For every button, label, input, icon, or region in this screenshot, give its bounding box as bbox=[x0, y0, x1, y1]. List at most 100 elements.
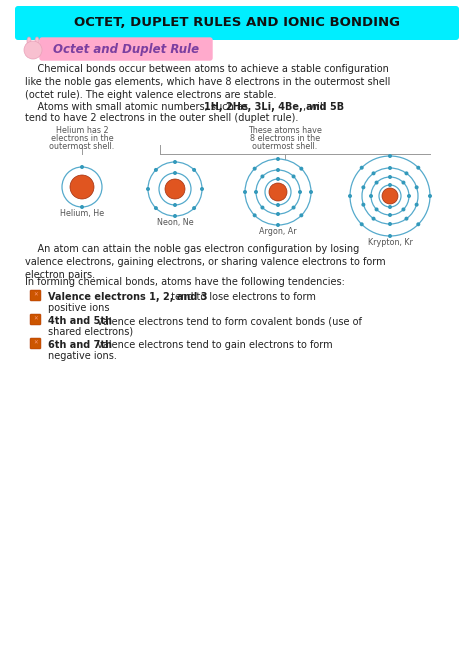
Ellipse shape bbox=[27, 37, 31, 45]
Text: electrons in the: electrons in the bbox=[51, 134, 113, 143]
Circle shape bbox=[309, 190, 313, 194]
Text: In forming chemical bonds, atoms have the following tendencies:: In forming chemical bonds, atoms have th… bbox=[25, 277, 345, 287]
Text: ✕: ✕ bbox=[34, 316, 38, 322]
Circle shape bbox=[415, 203, 419, 207]
Text: ✕: ✕ bbox=[34, 292, 38, 298]
Text: negative ions.: negative ions. bbox=[48, 351, 117, 361]
Text: , will: , will bbox=[303, 102, 325, 112]
FancyBboxPatch shape bbox=[30, 290, 41, 301]
Circle shape bbox=[292, 205, 296, 209]
Text: tend to have 2 electrons in the outer shell (duplet rule).: tend to have 2 electrons in the outer sh… bbox=[25, 113, 298, 123]
Text: Valence electrons 1, 2, and 3: Valence electrons 1, 2, and 3 bbox=[48, 292, 208, 302]
Text: 1H, 2He, 3Li, 4Be, and 5B: 1H, 2He, 3Li, 4Be, and 5B bbox=[204, 102, 344, 112]
Text: shared electrons): shared electrons) bbox=[48, 327, 133, 337]
Circle shape bbox=[165, 179, 185, 199]
Circle shape bbox=[372, 171, 375, 175]
Circle shape bbox=[192, 168, 196, 172]
Circle shape bbox=[146, 187, 150, 191]
Circle shape bbox=[173, 171, 177, 175]
Text: Neon, Ne: Neon, Ne bbox=[157, 218, 193, 227]
Circle shape bbox=[372, 217, 375, 221]
Circle shape bbox=[276, 223, 280, 227]
Circle shape bbox=[276, 177, 280, 181]
Circle shape bbox=[401, 181, 405, 185]
Circle shape bbox=[388, 205, 392, 209]
Circle shape bbox=[388, 222, 392, 226]
Circle shape bbox=[298, 190, 302, 194]
Circle shape bbox=[382, 188, 398, 204]
Circle shape bbox=[388, 154, 392, 158]
Circle shape bbox=[404, 217, 409, 221]
Circle shape bbox=[300, 213, 303, 217]
Circle shape bbox=[388, 234, 392, 238]
Circle shape bbox=[374, 181, 379, 185]
Text: Atoms with small atomic numbers, such as: Atoms with small atomic numbers, such as bbox=[25, 102, 251, 112]
Circle shape bbox=[243, 190, 247, 194]
Text: ✕: ✕ bbox=[34, 341, 38, 345]
Circle shape bbox=[253, 167, 256, 171]
FancyBboxPatch shape bbox=[30, 338, 41, 349]
Circle shape bbox=[388, 213, 392, 217]
Text: Chemical bonds occur between atoms to achieve a stable configuration
like the no: Chemical bonds occur between atoms to ac… bbox=[25, 64, 391, 100]
Text: An atom can attain the noble gas electron configuration by losing
valence electr: An atom can attain the noble gas electro… bbox=[25, 244, 386, 280]
Circle shape bbox=[360, 166, 364, 170]
Circle shape bbox=[260, 205, 264, 209]
Circle shape bbox=[416, 166, 420, 170]
Circle shape bbox=[269, 183, 287, 201]
Text: outermost shell.: outermost shell. bbox=[49, 142, 115, 151]
Circle shape bbox=[70, 175, 94, 199]
Circle shape bbox=[374, 207, 379, 211]
Circle shape bbox=[401, 207, 405, 211]
Circle shape bbox=[361, 185, 365, 189]
Text: OCTET, DUPLET RULES AND IONIC BONDING: OCTET, DUPLET RULES AND IONIC BONDING bbox=[74, 17, 400, 29]
Ellipse shape bbox=[35, 37, 39, 45]
Circle shape bbox=[348, 194, 352, 198]
Circle shape bbox=[276, 212, 280, 216]
Text: Octet and Duplet Rule: Octet and Duplet Rule bbox=[53, 43, 199, 56]
Circle shape bbox=[192, 206, 196, 210]
Circle shape bbox=[276, 157, 280, 161]
Circle shape bbox=[388, 183, 392, 187]
Circle shape bbox=[428, 194, 432, 198]
Circle shape bbox=[80, 165, 84, 169]
Text: tend to lose electrons to form: tend to lose electrons to form bbox=[168, 292, 316, 302]
Circle shape bbox=[361, 203, 365, 207]
Circle shape bbox=[300, 167, 303, 171]
Circle shape bbox=[154, 206, 158, 210]
Circle shape bbox=[173, 160, 177, 164]
Text: 8 electrons in the: 8 electrons in the bbox=[250, 134, 320, 143]
Circle shape bbox=[404, 171, 409, 175]
Text: 4th and 5th: 4th and 5th bbox=[48, 316, 112, 326]
Circle shape bbox=[388, 166, 392, 170]
Text: outermost shell.: outermost shell. bbox=[252, 142, 318, 151]
Circle shape bbox=[200, 187, 204, 191]
Text: valence electrons tend to gain electrons to form: valence electrons tend to gain electrons… bbox=[94, 340, 332, 350]
Circle shape bbox=[360, 222, 364, 226]
FancyBboxPatch shape bbox=[15, 6, 459, 40]
Circle shape bbox=[292, 175, 296, 179]
Circle shape bbox=[388, 175, 392, 179]
Text: 6th and 7th: 6th and 7th bbox=[48, 340, 112, 350]
Text: These atoms have: These atoms have bbox=[248, 126, 322, 135]
Circle shape bbox=[276, 203, 280, 207]
FancyBboxPatch shape bbox=[30, 314, 41, 325]
Text: Helium, He: Helium, He bbox=[60, 209, 104, 218]
Text: Argon, Ar: Argon, Ar bbox=[259, 227, 297, 236]
Text: Krypton, Kr: Krypton, Kr bbox=[367, 238, 412, 247]
Circle shape bbox=[253, 213, 256, 217]
Circle shape bbox=[24, 41, 42, 59]
Circle shape bbox=[369, 194, 373, 198]
Circle shape bbox=[276, 168, 280, 172]
Circle shape bbox=[80, 205, 84, 209]
Circle shape bbox=[415, 185, 419, 189]
Circle shape bbox=[154, 168, 158, 172]
Circle shape bbox=[416, 222, 420, 226]
Circle shape bbox=[254, 190, 258, 194]
Circle shape bbox=[407, 194, 411, 198]
Text: positive ions: positive ions bbox=[48, 303, 109, 313]
FancyBboxPatch shape bbox=[40, 38, 212, 60]
Circle shape bbox=[260, 175, 264, 179]
Text: Helium has 2: Helium has 2 bbox=[55, 126, 109, 135]
Text: valence electrons tend to form covalent bonds (use of: valence electrons tend to form covalent … bbox=[94, 316, 362, 326]
Circle shape bbox=[173, 214, 177, 218]
